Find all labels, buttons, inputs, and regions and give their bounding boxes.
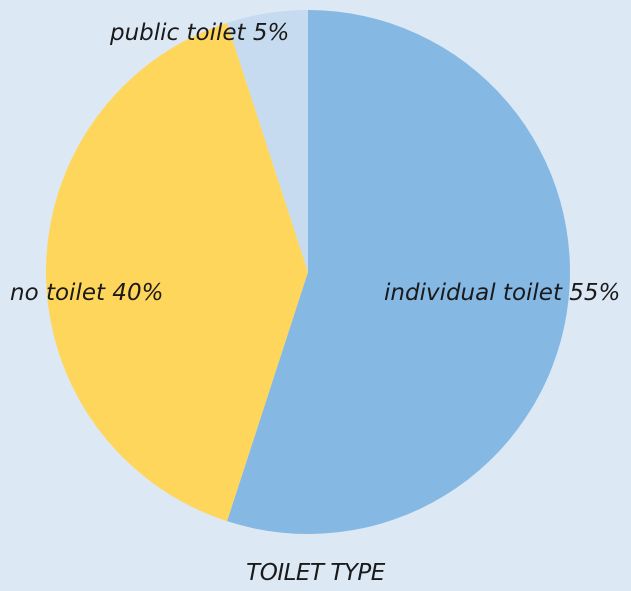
chart-title: TOILET TYPE <box>246 560 385 586</box>
slice-label-no-toilet: no toilet 40% <box>10 280 164 306</box>
slice-public-toilet <box>227 10 308 272</box>
slice-label-individual-toilet: individual toilet 55% <box>384 280 621 306</box>
slice-label-public-toilet: public toilet 5% <box>110 20 290 46</box>
slice-no-toilet <box>45 22 309 522</box>
slice-individual-toilet <box>227 10 570 534</box>
